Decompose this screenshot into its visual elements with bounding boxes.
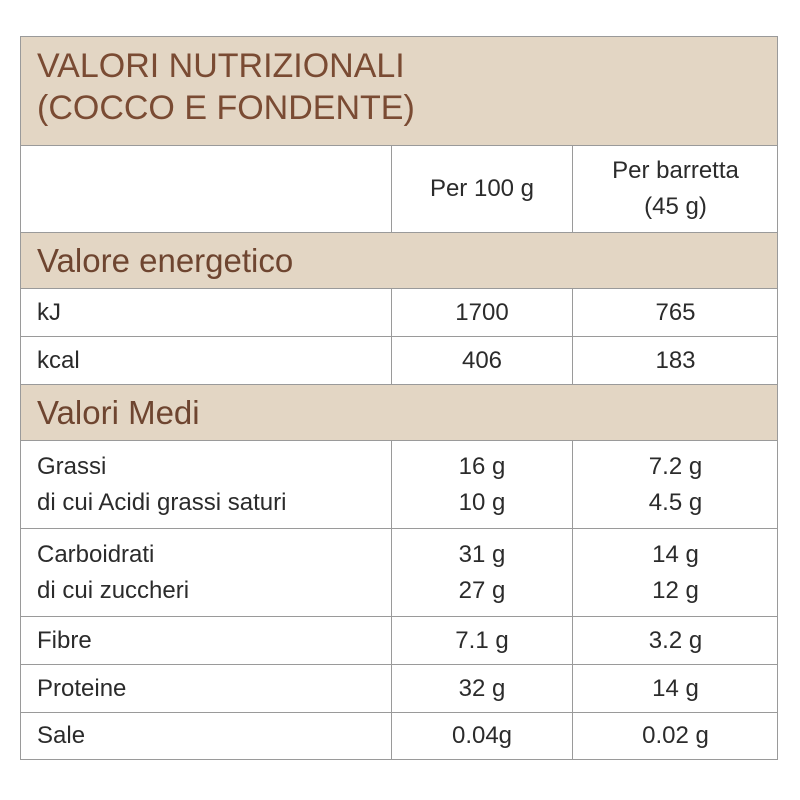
value-cell: 765 <box>572 289 778 336</box>
data-row: Proteine 32 g 14 g <box>20 664 778 712</box>
data-row: Grassi di cui Acidi grassi saturi 16 g 10 g… <box>20 440 778 528</box>
value-cell: 32 g <box>391 665 572 712</box>
column-header: Per barretta (45 g) <box>572 146 778 232</box>
value-cell: 7.2 g 4.5 g <box>572 441 778 528</box>
value-cell: 3.2 g <box>572 617 778 664</box>
data-row: Sale 0.04g 0.02 g <box>20 712 778 760</box>
cell-line: 3.2 g <box>648 626 703 654</box>
value-cell: 7.1 g <box>391 617 572 664</box>
value-cell: 406 <box>391 337 572 384</box>
column-header-line: Per 100 g <box>429 175 535 202</box>
cell-line: 7.1 g <box>455 626 509 654</box>
empty-cell <box>21 146 391 232</box>
cell-line: kcal <box>37 346 80 374</box>
cell-line: di cui zuccheri <box>37 576 190 604</box>
data-row: Fibre 7.1 g 3.2 g <box>20 616 778 664</box>
cell-line: 31 g <box>458 540 506 568</box>
section-title: Valori Medi <box>37 394 200 431</box>
section-row: Valori Medi <box>20 384 778 440</box>
value-cell: 0.02 g <box>572 713 778 759</box>
title: VALORI NUTRIZIONALI (COCCO E FONDENTE) <box>21 37 777 129</box>
value-cell: 14 g <box>572 665 778 712</box>
value-cell: 14 g 12 g <box>572 529 778 616</box>
cell-line: Carboidrati <box>37 540 155 568</box>
data-row: kcal 406 183 <box>20 336 778 384</box>
cell-line: Sale <box>37 722 86 749</box>
cell-line: Grassi <box>37 452 107 480</box>
value-cell: 16 g 10 g <box>391 441 572 528</box>
cell-line: kJ <box>37 298 61 326</box>
label-cell: Carboidrati di cui zuccheri <box>21 529 391 616</box>
value-cell: 1700 <box>391 289 572 336</box>
label-cell: Grassi di cui Acidi grassi saturi <box>21 441 391 528</box>
column-header-line: Per barretta <box>612 157 739 184</box>
cell-line: 183 <box>655 346 696 374</box>
cell-line: Proteine <box>37 674 127 702</box>
label-cell: kJ <box>21 289 391 336</box>
cell-line: 406 <box>461 346 503 374</box>
data-row: kJ 1700 765 <box>20 288 778 336</box>
title-row: VALORI NUTRIZIONALI (COCCO E FONDENTE) <box>20 36 778 145</box>
section-row: Valore energetico <box>20 232 778 288</box>
cell-line: 12 g <box>652 576 699 604</box>
title-line: VALORI NUTRIZIONALI <box>37 47 405 85</box>
cell-line: Fibre <box>37 626 92 654</box>
cell-line: di cui Acidi grassi saturi <box>37 488 287 516</box>
column-header: Per 100 g <box>391 146 572 232</box>
label-cell: Proteine <box>21 665 391 712</box>
cell-line: 765 <box>655 298 696 326</box>
cell-line: 14 g <box>652 540 699 568</box>
label-cell: Fibre <box>21 617 391 664</box>
cell-line: 1700 <box>455 298 509 326</box>
label-cell: Sale <box>21 713 391 759</box>
cell-line: 0.02 g <box>642 722 709 749</box>
cell-line: 16 g <box>458 452 506 480</box>
cell-line: 32 g <box>458 674 506 702</box>
column-header-line: (45 g) <box>644 193 707 220</box>
label-cell: kcal <box>21 337 391 384</box>
cell-line: 0.04g <box>451 722 513 749</box>
cell-line: 7.2 g <box>648 452 703 480</box>
cell-line: 27 g <box>458 576 506 604</box>
cell-line: 10 g <box>458 488 506 516</box>
value-cell: 183 <box>572 337 778 384</box>
data-row: Carboidrati di cui zuccheri 31 g 27 g 14 g 12… <box>20 528 778 616</box>
value-cell: 0.04g <box>391 713 572 759</box>
cell-line: 4.5 g <box>648 488 703 516</box>
title-line: (COCCO E FONDENTE) <box>37 89 415 127</box>
section-title: Valore energetico <box>37 242 294 279</box>
value-cell: 31 g 27 g <box>391 529 572 616</box>
cell-line: 14 g <box>652 674 699 702</box>
column-header-row: Per 100 g Per barretta (45 g) <box>20 145 778 232</box>
